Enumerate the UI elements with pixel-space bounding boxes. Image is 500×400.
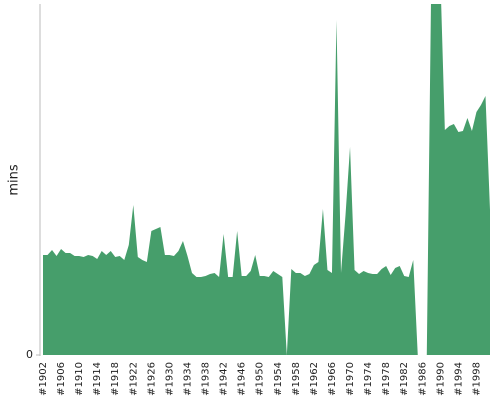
x-tick-label: #1946 [237, 362, 248, 396]
y-tick-label: 0 [26, 348, 33, 361]
x-tick-label: #1926 [146, 362, 157, 396]
x-tick-label: #1962 [309, 362, 320, 396]
x-tick-label: #1938 [201, 362, 212, 396]
x-tick-label: #1970 [345, 362, 356, 396]
x-tick-label: #1994 [453, 362, 464, 396]
x-tick-label: #1902 [38, 362, 49, 396]
x-tick-label: #1910 [74, 362, 85, 396]
y-axis-label: mins [7, 164, 22, 196]
x-tick-label: #1998 [471, 362, 482, 396]
x-tick-label: #1934 [182, 362, 193, 396]
x-tick-label: #1922 [128, 362, 139, 396]
x-tick-label: #1978 [381, 362, 392, 396]
x-tick-label: #1986 [417, 362, 428, 396]
x-tick-label: #1982 [399, 362, 410, 396]
x-tick-label: #1974 [363, 362, 374, 396]
x-tick-label: #1918 [110, 362, 121, 396]
x-tick-label: #1954 [273, 362, 284, 396]
x-tick-label: #1966 [327, 362, 338, 396]
area [43, 4, 490, 355]
x-tick-label: #1990 [435, 362, 446, 396]
x-tick-label: #1950 [255, 362, 266, 396]
x-tick-label: #1914 [92, 362, 103, 396]
x-tick-label: #1906 [56, 362, 67, 396]
x-tick-label: #1942 [219, 362, 230, 396]
x-tick-label: #1930 [164, 362, 175, 396]
x-tick-label: #1958 [291, 362, 302, 396]
